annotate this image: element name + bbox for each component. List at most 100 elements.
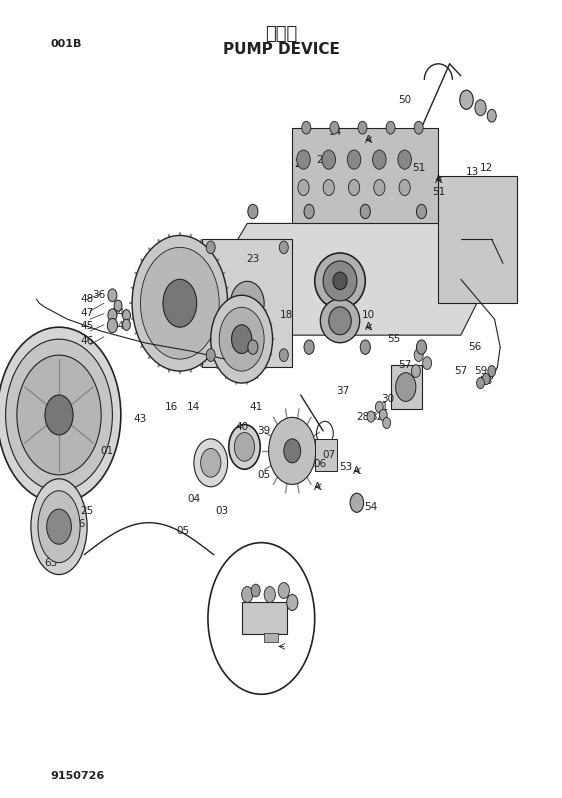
Text: 57: 57 bbox=[454, 366, 468, 376]
Circle shape bbox=[234, 433, 255, 461]
Text: 13: 13 bbox=[465, 167, 479, 176]
Text: 14: 14 bbox=[187, 402, 201, 412]
Text: 05: 05 bbox=[257, 470, 271, 480]
Text: 12: 12 bbox=[479, 163, 493, 172]
Text: 23: 23 bbox=[246, 255, 260, 264]
Text: 39: 39 bbox=[257, 426, 271, 436]
Circle shape bbox=[302, 121, 311, 134]
Circle shape bbox=[416, 340, 427, 354]
Circle shape bbox=[264, 587, 275, 602]
Circle shape bbox=[414, 121, 423, 134]
Circle shape bbox=[108, 289, 117, 302]
Circle shape bbox=[123, 310, 130, 321]
Text: A: A bbox=[435, 175, 442, 184]
Circle shape bbox=[323, 180, 334, 196]
Polygon shape bbox=[202, 239, 292, 367]
Circle shape bbox=[423, 357, 432, 369]
Circle shape bbox=[248, 340, 258, 354]
Text: 55: 55 bbox=[387, 334, 400, 344]
Circle shape bbox=[107, 318, 117, 333]
Text: 03: 03 bbox=[215, 506, 229, 516]
Text: 05: 05 bbox=[176, 526, 189, 535]
Text: 32: 32 bbox=[370, 413, 383, 422]
Ellipse shape bbox=[37, 483, 76, 555]
Text: B: B bbox=[235, 602, 242, 611]
Text: 25: 25 bbox=[80, 506, 94, 516]
Text: 54: 54 bbox=[364, 502, 378, 512]
Circle shape bbox=[360, 340, 370, 354]
Text: 59: 59 bbox=[474, 366, 487, 376]
Circle shape bbox=[304, 204, 314, 219]
Ellipse shape bbox=[320, 299, 360, 343]
Text: E: E bbox=[292, 582, 298, 591]
Text: 37: 37 bbox=[336, 386, 350, 396]
Circle shape bbox=[386, 121, 395, 134]
Circle shape bbox=[208, 543, 315, 694]
Circle shape bbox=[350, 493, 364, 512]
Circle shape bbox=[17, 355, 101, 475]
Circle shape bbox=[416, 204, 427, 219]
Text: A: A bbox=[365, 322, 371, 332]
Text: F: F bbox=[244, 586, 250, 595]
Circle shape bbox=[411, 365, 420, 377]
Text: 21: 21 bbox=[316, 155, 330, 164]
Text: 58: 58 bbox=[479, 377, 493, 386]
Circle shape bbox=[211, 295, 273, 383]
Circle shape bbox=[330, 121, 339, 134]
Text: 16: 16 bbox=[165, 306, 178, 316]
Circle shape bbox=[487, 109, 496, 122]
Text: 48: 48 bbox=[80, 294, 94, 304]
Text: 28: 28 bbox=[356, 413, 369, 422]
Polygon shape bbox=[242, 602, 287, 634]
Circle shape bbox=[287, 595, 298, 610]
Text: 15: 15 bbox=[173, 286, 187, 296]
Circle shape bbox=[304, 340, 314, 354]
Circle shape bbox=[108, 309, 117, 322]
Circle shape bbox=[201, 448, 221, 477]
Text: 51: 51 bbox=[412, 163, 425, 172]
Text: 54: 54 bbox=[328, 127, 341, 136]
Circle shape bbox=[206, 241, 215, 254]
Text: 07: 07 bbox=[322, 450, 336, 460]
Ellipse shape bbox=[31, 479, 87, 575]
Ellipse shape bbox=[230, 282, 264, 326]
Circle shape bbox=[114, 300, 122, 311]
Text: A: A bbox=[365, 135, 371, 144]
Text: D: D bbox=[271, 582, 279, 591]
Circle shape bbox=[163, 279, 197, 327]
Circle shape bbox=[322, 150, 336, 169]
Text: 26: 26 bbox=[72, 519, 85, 529]
Ellipse shape bbox=[38, 491, 80, 563]
Circle shape bbox=[482, 373, 490, 385]
Text: 63: 63 bbox=[44, 558, 57, 567]
Bar bbox=[391, 365, 422, 409]
Circle shape bbox=[373, 150, 386, 169]
Circle shape bbox=[206, 349, 215, 361]
Circle shape bbox=[477, 377, 484, 389]
Text: 30: 30 bbox=[381, 394, 395, 404]
Circle shape bbox=[47, 509, 71, 544]
Text: 34: 34 bbox=[111, 321, 125, 330]
Text: 10: 10 bbox=[361, 310, 375, 320]
Circle shape bbox=[140, 247, 219, 359]
Ellipse shape bbox=[323, 261, 357, 301]
Text: 31: 31 bbox=[375, 402, 389, 412]
Text: 40: 40 bbox=[235, 422, 248, 432]
Circle shape bbox=[488, 365, 496, 377]
Circle shape bbox=[297, 150, 310, 169]
Text: 41: 41 bbox=[249, 402, 262, 412]
Text: 43: 43 bbox=[134, 414, 147, 424]
Circle shape bbox=[132, 235, 228, 371]
Text: PUMP DEVICE: PUMP DEVICE bbox=[223, 42, 339, 57]
Circle shape bbox=[383, 417, 391, 429]
Text: 06: 06 bbox=[314, 460, 327, 469]
Circle shape bbox=[251, 584, 260, 597]
Text: 45: 45 bbox=[80, 321, 94, 330]
Ellipse shape bbox=[329, 307, 351, 335]
Circle shape bbox=[284, 439, 301, 463]
Circle shape bbox=[279, 241, 288, 254]
Circle shape bbox=[194, 439, 228, 487]
Text: 9150726: 9150726 bbox=[51, 771, 105, 780]
Text: A: A bbox=[353, 466, 360, 476]
Circle shape bbox=[360, 204, 370, 219]
